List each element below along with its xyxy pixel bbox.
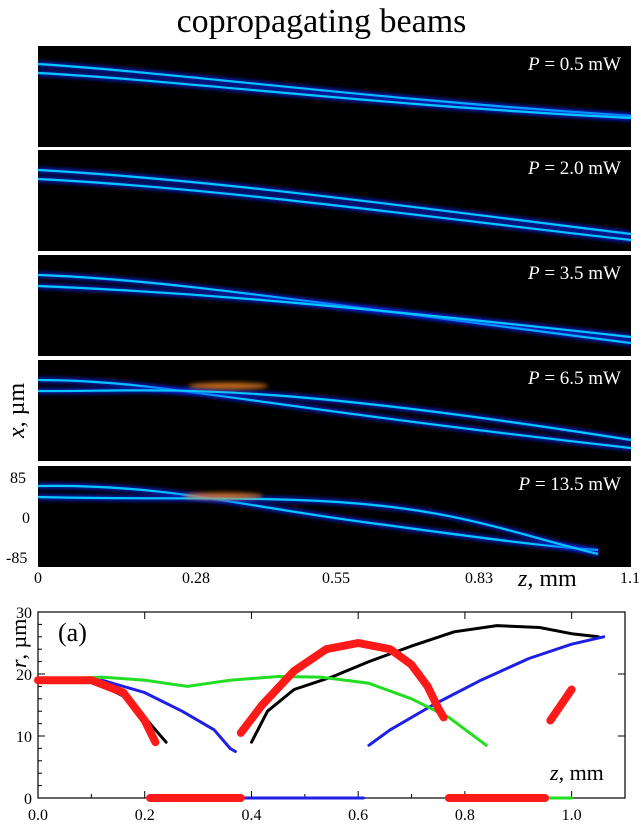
beam-heatmap-1 [37, 46, 632, 147]
chart-panel-label: (a) [58, 618, 87, 647]
heatmap-y-tick: -85 [6, 550, 28, 567]
power-label: P = 2.0 mW [527, 158, 621, 179]
x-tick-label: 1.0 [562, 807, 582, 824]
y-tick-label: 30 [16, 605, 32, 622]
beam-trace [37, 389, 632, 442]
beam-heatmap-2 [37, 150, 632, 251]
beam-heatmap-4 [37, 360, 632, 461]
y-tick-label: 10 [16, 729, 32, 746]
heatmap-x-axis-label: z, mm [518, 566, 577, 592]
y-tick-label: 0 [24, 791, 32, 808]
series-line [236, 639, 448, 737]
beam-trace [37, 177, 632, 242]
x-tick-label: 0.0 [28, 807, 48, 824]
x-tick-label: 0.2 [135, 807, 155, 824]
beam-trace [37, 495, 599, 556]
power-label: P = 0.5 mW [527, 54, 621, 75]
x-tick-label: 0.8 [455, 807, 475, 824]
figure-title: copropagating beams [176, 3, 467, 40]
heatmap-panel-3: P = 3.5 mW [37, 255, 632, 356]
heatmap-x-tick: 0 [34, 570, 42, 587]
heatmap-panel-4: P = 6.5 mW [37, 360, 632, 461]
heatmap-x-tick: 0.55 [322, 570, 350, 587]
chart-y-axis-label: r, µm [6, 618, 31, 668]
power-label: P = 13.5 mW [518, 474, 621, 495]
heatmap-y-tick: 85 [10, 470, 26, 487]
power-label: P = 3.5 mW [527, 263, 621, 284]
x-tick-label: 0.6 [348, 807, 368, 824]
chart-x-axis-label: z, mm [550, 760, 604, 785]
beam-intensity-peak [183, 492, 263, 500]
heatmap-panel-5: P = 13.5 mW [37, 466, 631, 567]
beam-trace [37, 71, 632, 120]
series-line [34, 676, 160, 747]
heatmap-y-tick: 0 [22, 510, 30, 527]
series-line [546, 685, 576, 725]
x-tick-label: 0.4 [241, 807, 261, 824]
series-line [36, 675, 488, 747]
heatmap-panel-1: P = 0.5 mW [37, 46, 632, 147]
beam-trace [37, 62, 632, 118]
heatmap-x-tick: 1.1 [620, 570, 640, 587]
heatmap-panel-2: P = 2.0 mW [37, 150, 632, 251]
beam-trace [37, 273, 632, 345]
beam-heatmap-3 [37, 255, 632, 356]
heatmap-x-tick: 0.83 [465, 570, 493, 587]
beam-trace [37, 378, 632, 450]
y-tick-label: 20 [16, 667, 32, 684]
beam-intensity-peak [188, 382, 268, 390]
series-line [367, 635, 606, 747]
beam-trace [37, 284, 632, 339]
power-label: P = 6.5 mW [527, 368, 621, 389]
heatmap-x-tick: 0.28 [182, 570, 210, 587]
beam-trace [37, 484, 599, 552]
plot-frame [37, 611, 626, 799]
series-line [250, 624, 600, 744]
beam-trace [37, 168, 632, 236]
beam-heatmap-5 [37, 466, 631, 567]
